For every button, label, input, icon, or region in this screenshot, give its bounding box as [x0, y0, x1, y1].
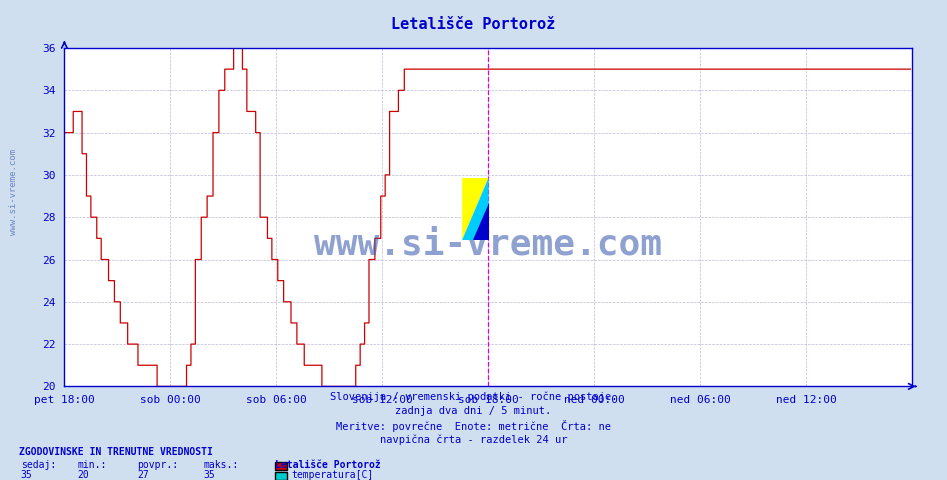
Text: www.si-vreme.com: www.si-vreme.com: [314, 227, 662, 261]
Text: 35: 35: [204, 470, 215, 480]
Text: Slovenija / vremenski podatki - ročne postaje.: Slovenija / vremenski podatki - ročne po…: [330, 391, 617, 402]
Text: sedaj:: sedaj:: [21, 460, 56, 470]
Text: maks.:: maks.:: [204, 460, 239, 470]
Text: min.:: min.:: [78, 460, 107, 470]
Text: 20: 20: [78, 470, 89, 480]
Text: Meritve: povrečne  Enote: metrične  Črta: ne: Meritve: povrečne Enote: metrične Črta: …: [336, 420, 611, 432]
Text: navpična črta - razdelek 24 ur: navpična črta - razdelek 24 ur: [380, 434, 567, 445]
Text: Letališče Portorož: Letališče Portorož: [275, 460, 381, 470]
Text: povpr.:: povpr.:: [137, 460, 178, 470]
Text: 35: 35: [21, 470, 32, 480]
Polygon shape: [462, 178, 489, 240]
Text: zadnja dva dni / 5 minut.: zadnja dva dni / 5 minut.: [396, 406, 551, 416]
Polygon shape: [473, 203, 489, 240]
Text: Letališče Portorož: Letališče Portorož: [391, 17, 556, 32]
Text: temperatura[C]: temperatura[C]: [292, 470, 374, 480]
Text: www.si-vreme.com: www.si-vreme.com: [9, 149, 19, 235]
Polygon shape: [462, 178, 489, 240]
Text: 27: 27: [137, 470, 149, 480]
Text: ZGODOVINSKE IN TRENUTNE VREDNOSTI: ZGODOVINSKE IN TRENUTNE VREDNOSTI: [19, 447, 213, 457]
